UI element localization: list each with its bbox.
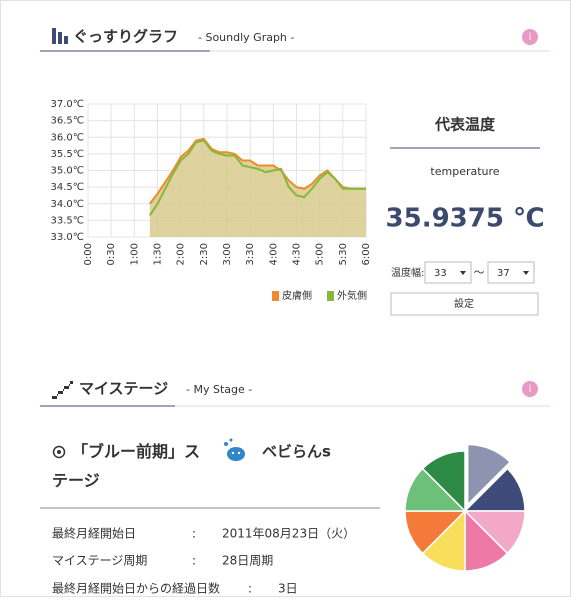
y-tick-label: 34.5℃ [51,182,85,193]
legend-swatch [272,291,279,301]
legend-label: 外気側 [337,289,367,302]
baby-icon [224,438,245,461]
y-tick-label: 36.0℃ [51,132,85,143]
line [148,139,366,216]
info-icon[interactable] [522,381,538,397]
target-icon [52,445,66,459]
x-tick-label: 1:00 [129,243,140,265]
section-subtitle: - Soundly Graph - [198,31,294,44]
graph-icon [52,28,68,44]
legend-label: 皮膚側 [282,289,312,302]
select-arrow [460,271,466,275]
row-sep: : [248,582,252,596]
stage-name-box: 「ブルー前期」ステージ [52,442,201,490]
y-tick-label: 37.0℃ [51,99,85,110]
x-tick-label: 5:30 [338,243,349,265]
x-tick-label: 6:00 [361,243,372,265]
range-max[interactable]: 37 [497,268,510,279]
row-value: 28日周期 [222,554,273,568]
row-label: 最終月経開始日 [52,526,136,541]
info-text[interactable]: i [529,384,532,395]
pie-slice [466,443,512,507]
x-tick-label: 0:30 [106,243,117,265]
row-value: 2011年08月23日（火） [222,527,355,541]
info-text[interactable]: i [529,32,532,43]
range-max-select[interactable] [487,261,535,284]
x-tick-label: 3:00 [222,243,233,265]
x-tick-label: 4:30 [292,243,303,265]
x-tick-label: 1:30 [153,243,164,265]
x-tick-label: 2:00 [176,243,187,265]
stage-name: 「ブルー前期」ステージ [52,442,201,490]
info-icon[interactable] [522,29,538,45]
temperature-value: 35.9375 ℃ [386,204,545,234]
row-value: 3日 [278,582,298,596]
row-sep: : [192,527,196,541]
row-sep: : [192,554,196,568]
row-label: マイステージ周期 [52,554,147,568]
section-title: マイステージ [79,380,168,398]
range-min-select[interactable] [424,261,472,284]
row-label: 最終月経開始日からの経過日数 [52,581,220,596]
range-min[interactable]: 33 [434,268,447,279]
pie-slice [421,450,466,513]
set-button-label[interactable]: 設定 [454,297,474,310]
x-tick-label: 5:00 [315,243,326,265]
x-tick-label: 0:00 [83,243,94,265]
range-label: 温度幅: [391,266,424,279]
legend-swatch [327,291,334,301]
baby-name: ベビらんs [262,443,331,461]
x-tick-label: 2:30 [199,243,210,265]
y-tick-label: 34.0℃ [51,199,85,210]
x-tick-label: 3:30 [245,243,256,265]
x-tick-label: 4:00 [268,243,279,265]
y-tick-label: 35.0℃ [51,166,85,177]
panel-title: 代表温度 [434,116,496,134]
stage-icon [52,381,73,399]
y-tick-label: 36.5℃ [51,116,85,127]
set-button[interactable] [390,292,539,316]
range-sep: ～ [474,266,485,279]
section-title: ぐっすりグラフ [73,28,178,46]
y-tick-label: 33.0℃ [51,232,85,243]
y-tick-label: 33.5℃ [51,215,85,226]
panel-subtitle: temperature [430,165,499,178]
section-subtitle: - My Stage - [186,383,252,396]
select-arrow [523,271,529,275]
y-tick-label: 35.5℃ [51,149,85,160]
area [149,138,366,237]
